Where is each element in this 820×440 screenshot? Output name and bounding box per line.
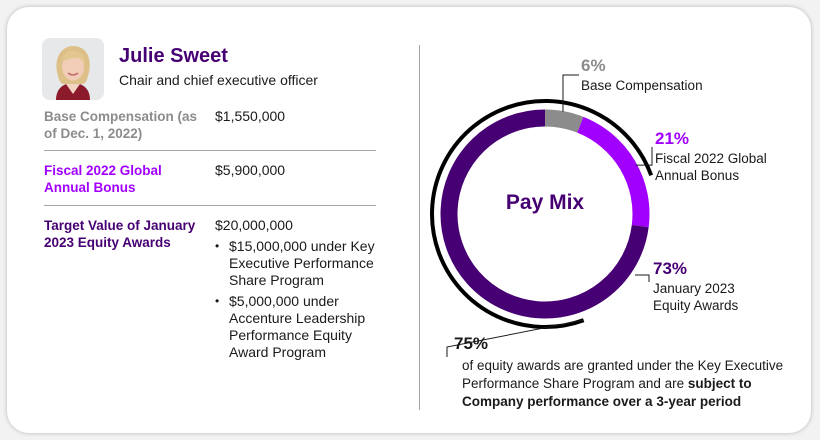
row-divider xyxy=(44,150,376,151)
pay-card: Julie Sweet Chair and chief executive of… xyxy=(7,7,811,433)
donut-segments xyxy=(440,109,650,319)
annotation-text-bold: subject to Company performance over a 3-… xyxy=(462,376,752,409)
executive-name: Julie Sweet xyxy=(119,45,228,67)
segment-pct-bonus: 21% xyxy=(655,129,690,148)
annotation-text: of equity awards are granted under the K… xyxy=(462,357,802,411)
leader-line-equity xyxy=(635,274,650,282)
row-divider xyxy=(44,205,376,206)
segment-pct-base: 6% xyxy=(581,56,606,75)
annotation-text-plain: of equity awards are granted under the K… xyxy=(462,358,784,391)
segment-label-equity: January 2023 Equity Awards xyxy=(653,281,739,313)
comp-value-bonus: $5,900,000 xyxy=(215,162,286,178)
annotation-pct: 75% xyxy=(454,334,489,353)
pay-mix-chart: Pay Mix xyxy=(430,74,654,357)
segment-label-base: Base Compensation xyxy=(581,78,703,93)
comp-label-equity: Target Value of January 2023 Equity Awar… xyxy=(44,218,196,250)
comp-value-equity-total: $20,000,000 xyxy=(215,217,293,233)
equity-breakdown-list: $15,000,000 under Key Executive Performa… xyxy=(215,238,385,361)
comp-value-equity: $20,000,000 $15,000,000 under Key Execut… xyxy=(215,217,385,365)
executive-title: Chair and chief executive officer xyxy=(119,72,318,88)
equity-breakdown-item: $15,000,000 under Key Executive Performa… xyxy=(215,238,385,289)
profile-photo xyxy=(42,38,104,100)
segment-pct-equity: 73% xyxy=(653,259,688,278)
comp-label-base: Base Compensation (as of Dec. 1, 2022) xyxy=(44,109,198,141)
leader-lines xyxy=(446,74,653,357)
donut-segment-equity xyxy=(440,109,649,319)
leader-line-annotation xyxy=(446,319,584,357)
leader-line-bonus xyxy=(635,147,653,166)
comp-value-base: $1,550,000 xyxy=(215,108,286,124)
column-divider xyxy=(419,45,420,410)
equity-bracket-arc xyxy=(430,99,654,329)
donut-segment-base xyxy=(544,109,584,133)
portrait-image xyxy=(42,38,104,100)
donut-segment-bonus xyxy=(577,116,650,228)
segment-label-bonus: Fiscal 2022 Global Annual Bonus xyxy=(655,151,767,183)
equity-breakdown-item: $5,000,000 under Accenture Leadership Pe… xyxy=(215,293,385,361)
comp-label-bonus: Fiscal 2022 Global Annual Bonus xyxy=(44,163,162,195)
leader-line-base xyxy=(562,74,579,112)
chart-title: Pay Mix xyxy=(506,191,585,214)
